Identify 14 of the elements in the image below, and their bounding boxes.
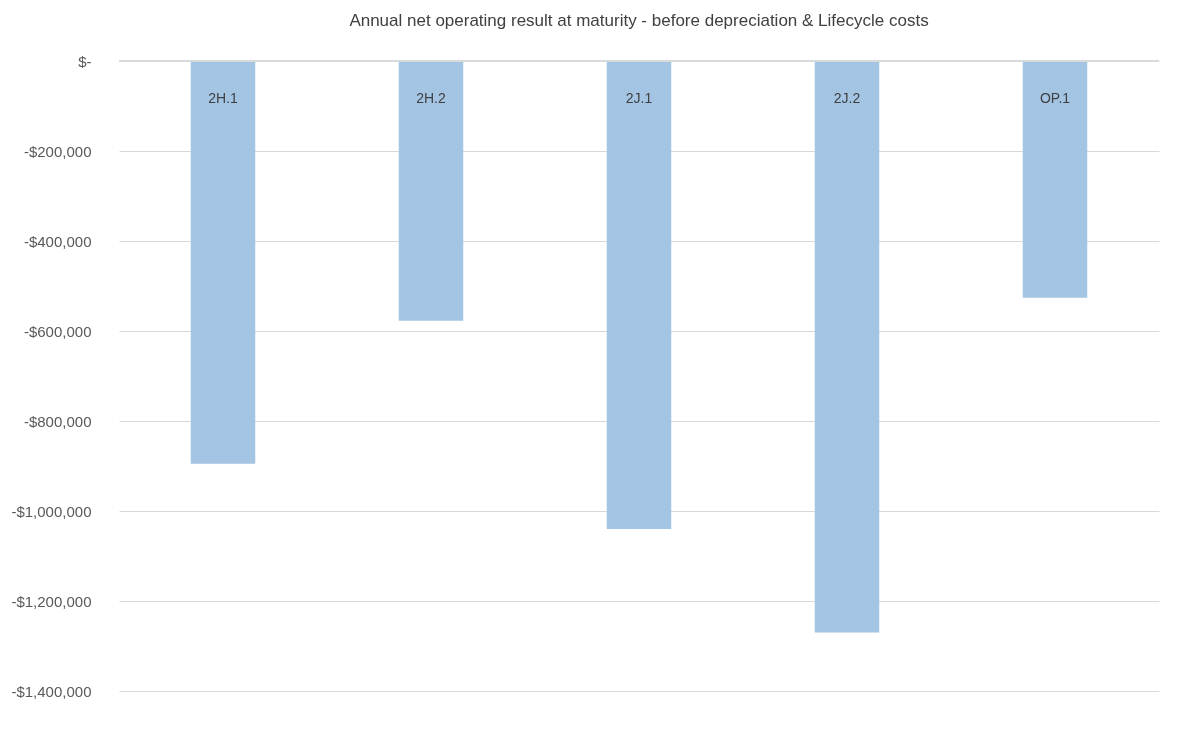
y-tick-label: -$600,000 — [23, 322, 92, 340]
x-tick-label: 2H.2 — [416, 89, 446, 106]
x-tick-label: OP.1 — [1039, 89, 1071, 106]
y-tick-label: -$1,000,000 — [11, 502, 92, 520]
y-tick-label: $- — [78, 52, 92, 70]
y-tick-label: -$800,000 — [23, 412, 92, 430]
y-tick-label: -$1,400,000 — [11, 682, 92, 700]
y-tick-label: -$400,000 — [23, 232, 92, 250]
x-tick-label: 2J.1 — [625, 89, 653, 106]
chart-title: Annual net operating result at maturity - before depreciation & Lifecycle costs — [349, 11, 929, 30]
x-tick-label: 2H.1 — [208, 89, 238, 106]
y-tick-label: -$200,000 — [23, 142, 92, 160]
x-tick-label: 2J.2 — [833, 89, 861, 106]
y-tick-label: -$1,200,000 — [11, 592, 92, 610]
